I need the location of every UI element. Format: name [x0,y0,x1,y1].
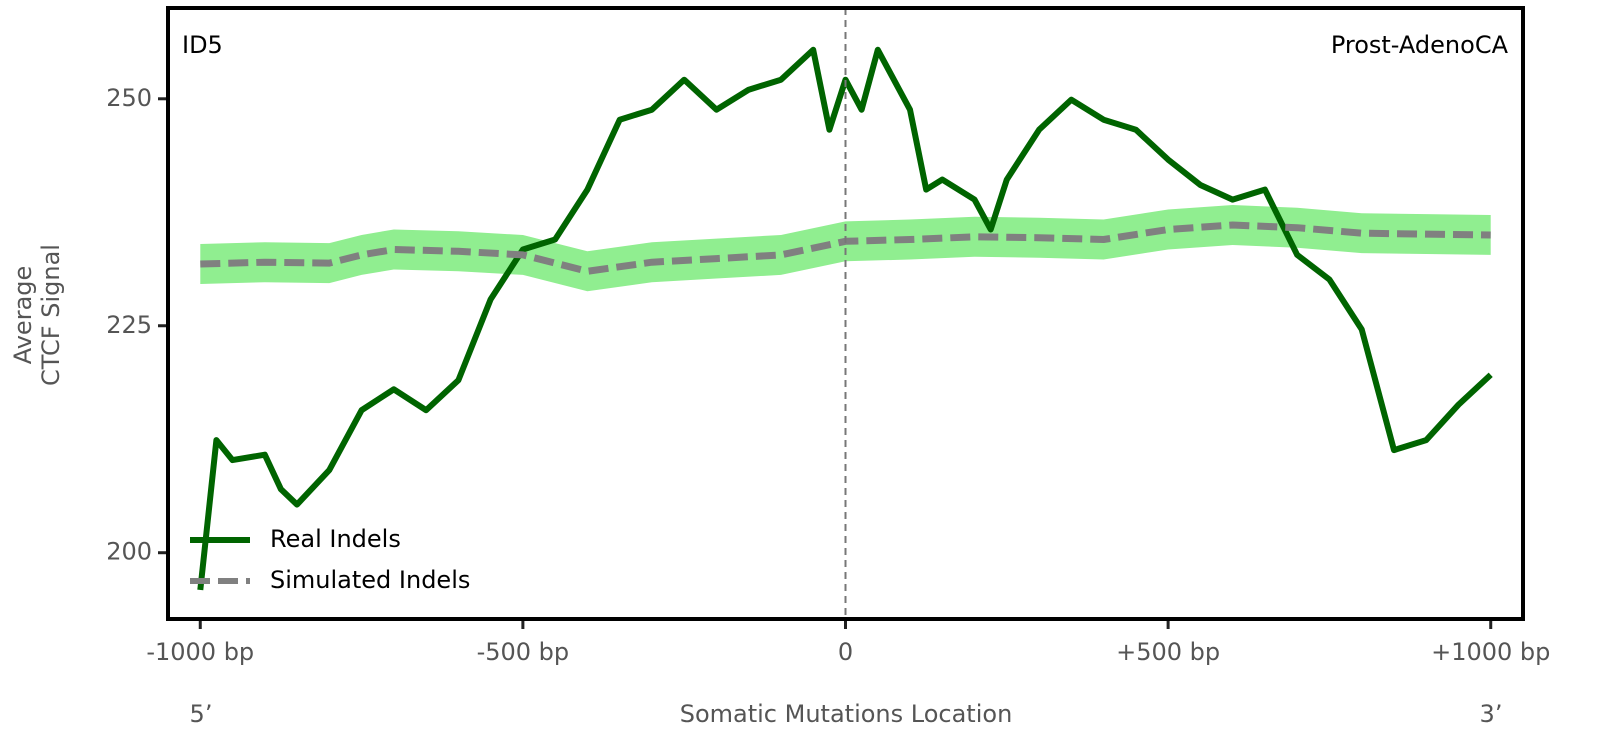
x-tick-label: -500 bp [477,638,570,666]
legend: Real Indels Simulated Indels [190,525,470,594]
x-tick-label: +500 bp [1116,638,1220,666]
annotation-right: Prost-AdenoCA [1331,31,1509,59]
x-axis-title: Somatic Mutations Location [680,700,1013,728]
y-axis-title-line: CTCF Signal [37,244,65,386]
y-axis-title-line: Average [9,266,37,365]
plot-frame [166,6,1525,621]
x-end-label: 3’ [1480,700,1503,728]
y-tick-label: 200 [106,538,152,566]
y-tick-label: 225 [106,311,152,339]
series-line [197,46,1493,591]
series-line [200,221,1491,275]
x-end-label: 5’ [190,700,213,728]
annotation-left: ID5 [182,31,223,59]
legend-label: Simulated Indels [270,566,470,594]
x-tick-label: -1000 bp [146,638,254,666]
y-tick-label: 250 [106,84,152,112]
x-tick-label: +1000 bp [1431,638,1550,666]
y-axis-title: Average CTCF Signal [9,244,65,386]
x-tick-label: 0 [838,638,853,666]
legend-label: Real Indels [270,525,401,553]
